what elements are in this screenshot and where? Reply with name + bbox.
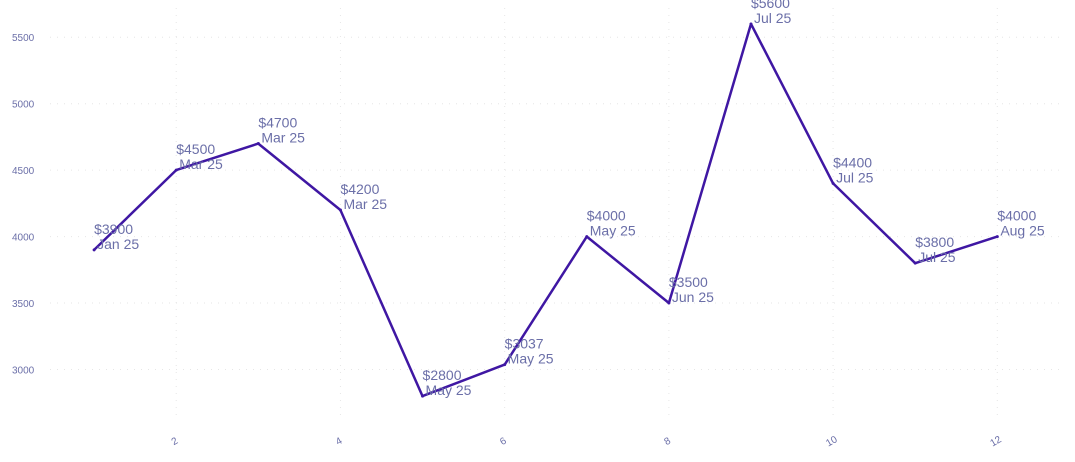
- data-point-3: [256, 142, 260, 146]
- data-label-value-11: $3800: [915, 234, 954, 250]
- y-tick-label-5500: 5500: [12, 33, 35, 44]
- data-label-value-10: $4400: [833, 154, 872, 170]
- data-point-5: [421, 394, 425, 398]
- y-tick-label-5000: 5000: [12, 100, 35, 111]
- data-label-date-5: May 25: [426, 382, 472, 398]
- data-point-6: [503, 363, 507, 367]
- data-label-value-4: $4200: [340, 181, 379, 197]
- y-tick-label-4000: 4000: [12, 233, 35, 244]
- data-point-8: [667, 301, 671, 305]
- data-label-value-7: $4000: [587, 208, 626, 224]
- y-tick-label-3500: 3500: [12, 299, 35, 310]
- data-label-date-9: Jul 25: [754, 10, 792, 26]
- data-label-date-2: Mar 25: [179, 156, 223, 172]
- data-label-value-1: $3900: [94, 221, 133, 237]
- data-label-date-4: Mar 25: [343, 196, 387, 212]
- data-label-date-3: Mar 25: [261, 130, 305, 146]
- data-label-value-6: $3037: [505, 336, 544, 352]
- data-label-date-11: Jul 25: [918, 249, 956, 265]
- x-axis-ticks: 2 4 6 8 10 12: [170, 434, 1004, 449]
- y-axis-ticks: 3000 3500 4000 4500 5000 5500: [12, 33, 35, 376]
- y-tick-label-4500: 4500: [12, 166, 35, 177]
- series-line-group: [92, 22, 999, 398]
- data-point-9: [749, 22, 753, 26]
- data-label-value-12: $4000: [997, 208, 1036, 224]
- data-label-date-10: Jul 25: [836, 169, 874, 185]
- data-label-date-1: Jan 25: [97, 236, 139, 252]
- data-label-value-2: $4500: [176, 141, 215, 157]
- data-point-2: [174, 168, 178, 172]
- data-label-date-8: Jun 25: [672, 289, 714, 305]
- grid-layer: [50, 8, 1063, 420]
- x-tick-label-12: 12: [988, 434, 1004, 449]
- data-label-value-9: $5600: [751, 0, 790, 11]
- x-tick-label-6: 6: [498, 435, 509, 448]
- data-label-value-3: $4700: [258, 115, 297, 131]
- x-tick-label-4: 4: [334, 435, 345, 448]
- x-tick-label-8: 8: [662, 435, 673, 448]
- series-line: [92, 22, 999, 398]
- data-point-4: [338, 208, 342, 212]
- y-tick-label-3000: 3000: [12, 365, 35, 376]
- data-point-1: [92, 248, 96, 252]
- data-point-7: [585, 235, 589, 239]
- data-label-value-8: $3500: [669, 274, 708, 290]
- x-tick-label-10: 10: [824, 434, 840, 449]
- data-point-11: [913, 261, 917, 265]
- data-label-date-7: May 25: [590, 223, 636, 239]
- data-label-date-6: May 25: [508, 351, 554, 367]
- data-label-value-5: $2800: [423, 367, 462, 383]
- data-label-date-12: Aug 25: [1000, 223, 1045, 239]
- x-tick-label-2: 2: [170, 435, 181, 448]
- data-point-12: [995, 235, 999, 239]
- data-point-10: [831, 181, 835, 185]
